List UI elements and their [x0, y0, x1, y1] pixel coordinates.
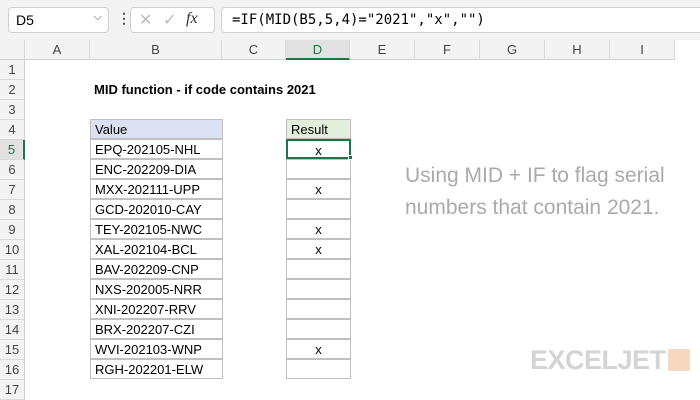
result-cell[interactable] [286, 279, 351, 299]
value-cell[interactable]: XAL-202104-BCL [90, 239, 223, 259]
column-header-F[interactable]: F [415, 40, 480, 60]
value-cell[interactable]: TEY-202105-NWC [90, 219, 223, 239]
result-cell[interactable] [286, 359, 351, 379]
result-cell[interactable] [286, 319, 351, 339]
row-header-2[interactable]: 2 [0, 80, 25, 100]
value-cell[interactable]: ENC-202209-DIA [90, 159, 223, 179]
more-options-icon[interactable]: ⋮ [117, 10, 131, 26]
row-header-6[interactable]: 6 [0, 160, 25, 180]
row-header-11[interactable]: 11 [0, 260, 25, 280]
value-cell[interactable]: EPQ-202105-NHL [90, 139, 223, 159]
value-cell[interactable]: XNI-202207-RRV [90, 299, 223, 319]
result-cell[interactable]: x [286, 139, 351, 159]
row-header-15[interactable]: 15 [0, 340, 25, 360]
result-cell[interactable] [286, 159, 351, 179]
formula-buttons: ✕ ✓ fx [130, 7, 215, 33]
row-header-5[interactable]: 5 [0, 140, 25, 160]
row-header-14[interactable]: 14 [0, 320, 25, 340]
row-header-9[interactable]: 9 [0, 220, 25, 240]
worksheet-grid[interactable]: MID function - if code contains 2021 Val… [25, 60, 700, 400]
fill-handle[interactable] [348, 155, 353, 160]
result-cell[interactable]: x [286, 239, 351, 259]
fx-icon[interactable]: fx [186, 10, 198, 27]
row-header-17[interactable]: 17 [0, 380, 25, 400]
value-header[interactable]: Value [90, 119, 223, 139]
value-cell[interactable]: BAV-202209-CNP [90, 259, 223, 279]
cancel-icon[interactable]: ✕ [139, 12, 153, 29]
result-cell[interactable] [286, 299, 351, 319]
row-header-8[interactable]: 8 [0, 200, 25, 220]
result-cell[interactable]: x [286, 339, 351, 359]
column-header-B[interactable]: B [90, 40, 222, 60]
row-header-3[interactable]: 3 [0, 100, 25, 120]
row-header-10[interactable]: 10 [0, 240, 25, 260]
row-header-13[interactable]: 13 [0, 300, 25, 320]
column-header-D[interactable]: D [286, 40, 350, 60]
row-header-12[interactable]: 12 [0, 280, 25, 300]
result-cell[interactable]: x [286, 219, 351, 239]
column-header-H[interactable]: H [545, 40, 610, 60]
result-cell[interactable]: x [286, 179, 351, 199]
column-header-A[interactable]: A [25, 40, 90, 60]
sheet-title: MID function - if code contains 2021 [94, 82, 316, 97]
result-header[interactable]: Result [286, 119, 351, 139]
column-header-I[interactable]: I [610, 40, 675, 60]
annotation-note: Using MID + IF to flag serial numbers th… [405, 164, 665, 219]
value-cell[interactable]: RGH-202201-ELW [90, 359, 223, 379]
exceljet-logo: EXCELJET [530, 345, 690, 376]
value-cell[interactable]: BRX-202207-CZI [90, 319, 223, 339]
select-all-corner[interactable] [0, 40, 25, 60]
value-cell[interactable]: GCD-202010-CAY [90, 199, 223, 219]
row-header-4[interactable]: 4 [0, 120, 25, 140]
chevron-down-icon[interactable]: ⌵ [93, 11, 102, 23]
value-cell[interactable]: NXS-202005-NRR [90, 279, 223, 299]
result-cell[interactable] [286, 199, 351, 219]
value-cell[interactable]: WVI-202103-WNP [90, 339, 223, 359]
row-header-1[interactable]: 1 [0, 60, 25, 80]
check-icon[interactable]: ✓ [163, 12, 177, 29]
result-cell[interactable] [286, 259, 351, 279]
column-header-E[interactable]: E [350, 40, 415, 60]
formula-bar: D5 ⌵ ⋮ ✕ ✓ fx =IF(MID(B5,5,4)="2021","x",… [0, 0, 700, 40]
value-cell[interactable]: MXX-202111-UPP [90, 179, 223, 199]
logo-mark-icon [667, 349, 690, 371]
name-box-value: D5 [16, 12, 34, 28]
formula-input[interactable]: =IF(MID(B5,5,4)="2021","x","") [221, 7, 700, 33]
column-header-G[interactable]: G [480, 40, 545, 60]
column-header-C[interactable]: C [222, 40, 286, 60]
name-box[interactable]: D5 ⌵ [8, 7, 109, 33]
row-header-16[interactable]: 16 [0, 360, 25, 380]
row-header-7[interactable]: 7 [0, 180, 25, 200]
